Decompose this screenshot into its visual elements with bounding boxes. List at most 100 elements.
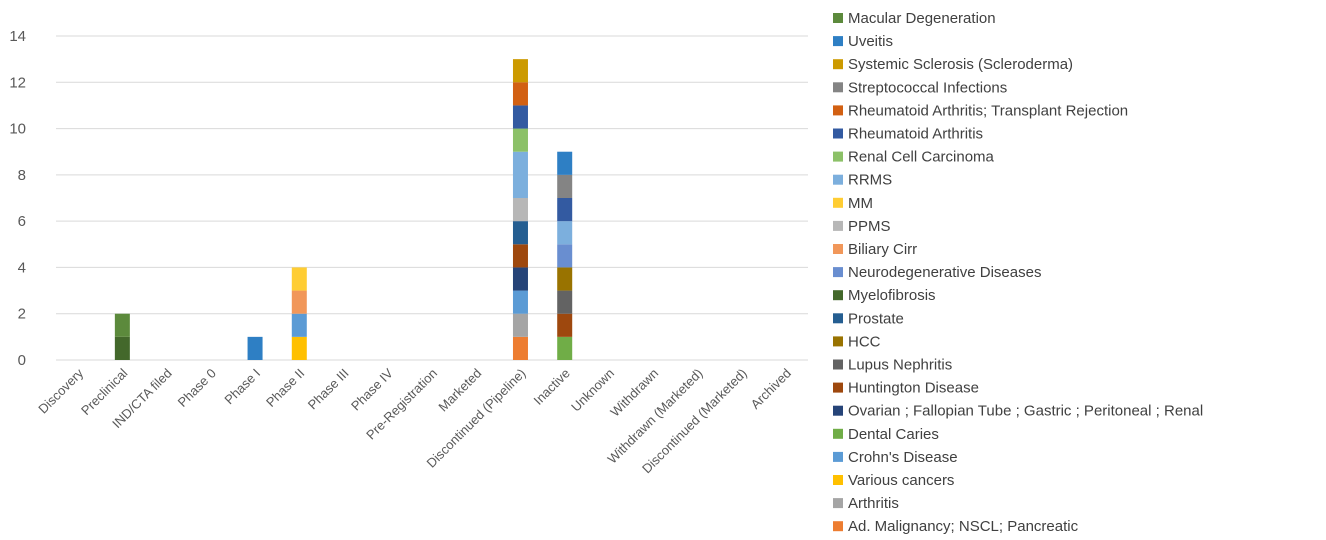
- bar-segment: [557, 151, 573, 175]
- bar-segment: [557, 290, 573, 314]
- legend-label: PPMS: [848, 218, 891, 235]
- y-tick-label: 6: [18, 213, 26, 230]
- y-axis-tick-labels: 0 2 4 6 8 10 12 14: [9, 28, 26, 369]
- legend-label: Renal Cell Carcinoma: [848, 149, 995, 166]
- legend-label: Ad. Malignancy; NSCL; Pancreatic: [848, 518, 1079, 535]
- y-tick-label: 12: [9, 74, 26, 91]
- legend-swatch: [833, 290, 843, 301]
- bar-segment: [114, 313, 130, 337]
- bar-segment: [247, 336, 263, 360]
- legend-item: HCC: [833, 333, 881, 350]
- x-category-label: Phase 0: [175, 366, 219, 410]
- legend-item: PPMS: [833, 218, 891, 235]
- legend-label: Rheumatoid Arthritis; Transplant Rejecti…: [848, 102, 1128, 119]
- legend-item: Crohn's Disease: [833, 449, 958, 466]
- legend-label: HCC: [848, 333, 881, 350]
- y-tick-label: 2: [18, 306, 26, 323]
- legend-swatch: [833, 105, 843, 116]
- legend-swatch: [833, 336, 843, 347]
- legend-item: Myelofibrosis: [833, 287, 936, 304]
- bar-segment: [512, 221, 528, 245]
- legend-swatch: [833, 451, 843, 462]
- legend-item: Prostate: [833, 310, 904, 327]
- legend-swatch: [833, 428, 843, 439]
- legend-item: Renal Cell Carcinoma: [833, 149, 995, 166]
- legend-label: Systemic Sclerosis (Scleroderma): [848, 56, 1073, 73]
- legend-label: Dental Caries: [848, 426, 939, 443]
- legend-item: Ovarian ; Fallopian Tube ; Gastric ; Per…: [833, 403, 1203, 420]
- bar-segment: [114, 336, 130, 360]
- legend-item: MM: [833, 195, 873, 212]
- legend-swatch: [833, 36, 843, 47]
- legend-label: Various cancers: [848, 472, 954, 489]
- legend-label: Myelofibrosis: [848, 287, 936, 304]
- bar-segment: [557, 267, 573, 291]
- legend-swatch: [833, 405, 843, 416]
- legend-swatch: [833, 313, 843, 324]
- bar-segment: [512, 105, 528, 129]
- legend-item: Various cancers: [833, 472, 954, 489]
- legend-item: Systemic Sclerosis (Scleroderma): [833, 56, 1073, 73]
- y-tick-label: 4: [18, 259, 26, 276]
- x-category-label: Phase II: [263, 366, 307, 410]
- legend-item: RRMS: [833, 172, 892, 189]
- legend-swatch: [833, 382, 843, 393]
- bar-segment: [291, 313, 307, 337]
- bar-segment: [512, 198, 528, 222]
- bar-segment: [557, 313, 573, 337]
- legend-swatch: [833, 151, 843, 162]
- bar-segment: [291, 290, 307, 314]
- legend-swatch: [833, 521, 843, 532]
- legend-item: Ad. Malignancy; NSCL; Pancreatic: [833, 518, 1079, 535]
- legend-label: Crohn's Disease: [848, 449, 958, 466]
- legend-swatch: [833, 13, 843, 23]
- legend-label: Arthritis: [848, 495, 899, 512]
- bar-segment: [512, 336, 528, 360]
- legend-label: Ovarian ; Fallopian Tube ; Gastric ; Per…: [848, 403, 1203, 420]
- legend-swatch: [833, 82, 843, 93]
- bar-segment: [512, 151, 528, 198]
- legend-item: Rheumatoid Arthritis: [833, 126, 983, 143]
- legend-swatch: [833, 197, 843, 208]
- legend-label: Biliary Cirr: [848, 241, 917, 258]
- legend-label: Streptococcal Infections: [848, 79, 1007, 96]
- legend-label: RRMS: [848, 172, 892, 189]
- legend-label: Huntington Disease: [848, 380, 979, 397]
- legend-item: Rheumatoid Arthritis; Transplant Rejecti…: [833, 102, 1128, 119]
- x-category-label: Phase I: [221, 366, 263, 408]
- bar-segment: [557, 221, 573, 245]
- legend-label: Neurodegenerative Diseases: [848, 264, 1041, 281]
- legend-swatch: [833, 174, 843, 185]
- bar-segment: [512, 82, 528, 106]
- bars: [114, 59, 573, 360]
- x-category-label: Phase III: [305, 366, 352, 413]
- legend-label: Lupus Nephritis: [848, 357, 952, 374]
- y-tick-label: 10: [9, 121, 26, 138]
- gridlines: [56, 35, 808, 361]
- legend-label: Rheumatoid Arthritis: [848, 126, 983, 143]
- y-tick-label: 0: [18, 352, 26, 369]
- legend-item: Biliary Cirr: [833, 241, 917, 258]
- legend-item: Huntington Disease: [833, 380, 979, 397]
- legend-item: Lupus Nephritis: [833, 357, 952, 374]
- legend-swatch: [833, 128, 843, 139]
- legend-swatch: [833, 59, 843, 70]
- bar-segment: [512, 59, 528, 83]
- legend-swatch: [833, 244, 843, 254]
- legend-item: Neurodegenerative Diseases: [833, 264, 1041, 281]
- x-category-label: Inactive: [531, 366, 573, 408]
- bar-segment: [512, 267, 528, 291]
- bar-segment: [512, 128, 528, 152]
- legend-item: Dental Caries: [833, 426, 939, 443]
- bar-segment: [557, 174, 573, 198]
- bar-segment: [512, 290, 528, 314]
- legend-item: Streptococcal Infections: [833, 79, 1007, 96]
- legend-label: Macular Degeneration: [848, 10, 996, 27]
- legend-swatch: [833, 498, 843, 509]
- bar-segment: [557, 336, 573, 360]
- y-tick-label: 14: [9, 28, 26, 45]
- y-tick-label: 8: [18, 167, 26, 184]
- legend-item: Uveitis: [833, 33, 893, 50]
